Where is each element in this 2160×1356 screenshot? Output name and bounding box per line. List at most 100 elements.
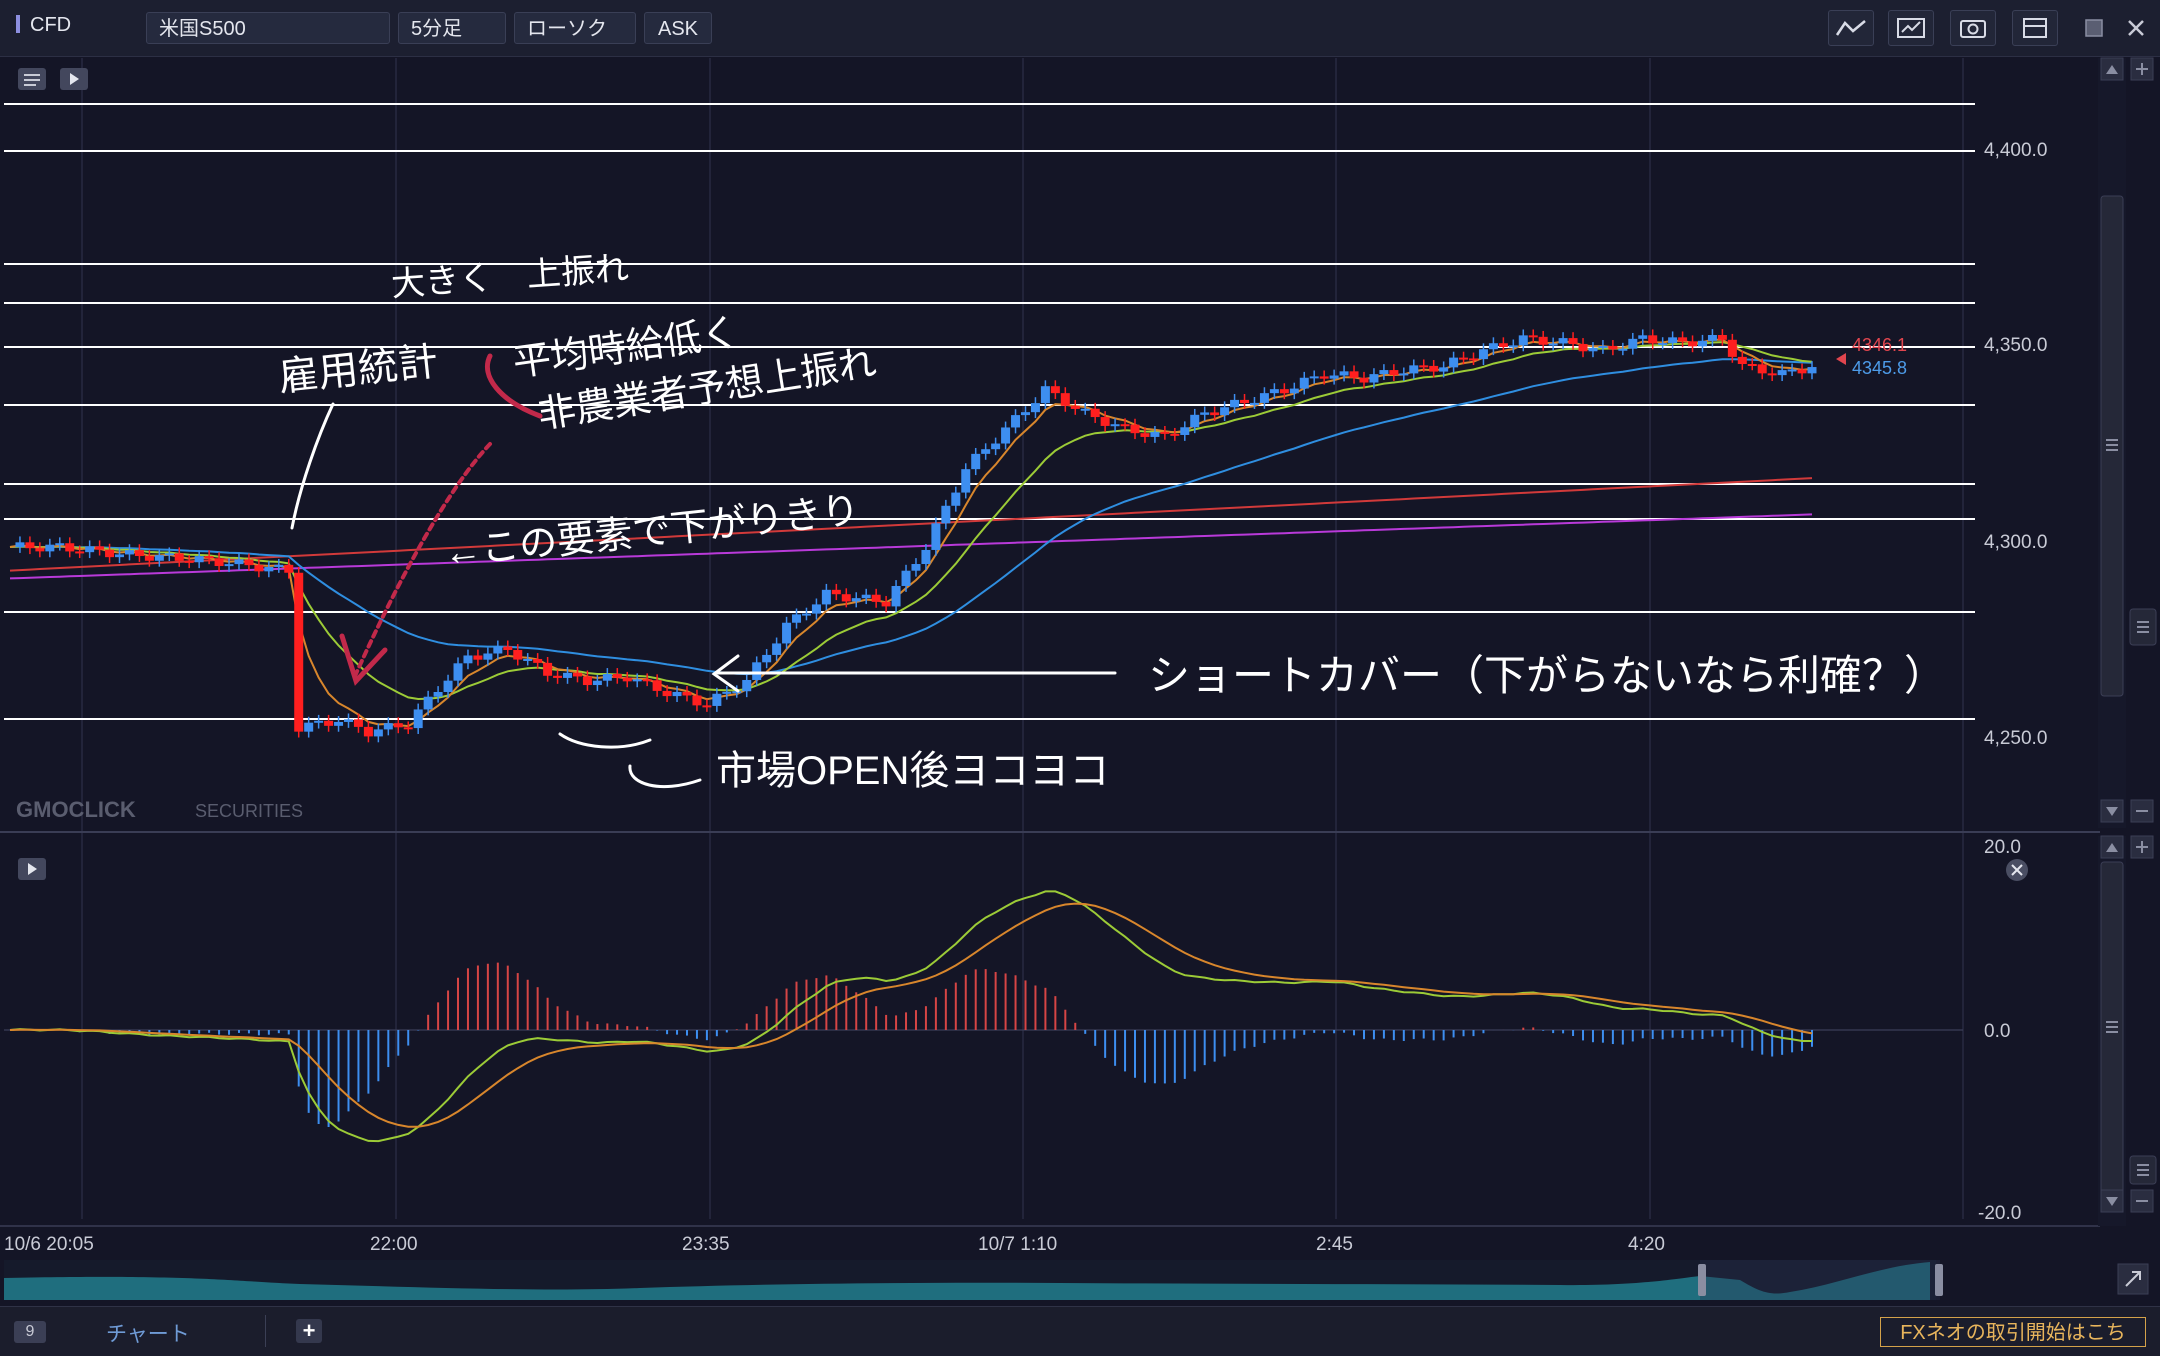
candlesticks bbox=[15, 329, 1817, 743]
expand-arrow-icon[interactable] bbox=[60, 68, 88, 90]
maximize-icon[interactable] bbox=[2082, 16, 2106, 40]
candle-body bbox=[871, 594, 881, 602]
candle-body bbox=[25, 542, 35, 549]
fit-screen-icon[interactable] bbox=[2117, 1263, 2149, 1295]
candle-body bbox=[881, 601, 891, 607]
candle-body bbox=[264, 566, 274, 572]
candle-body bbox=[1140, 433, 1150, 437]
candle-body bbox=[1289, 388, 1299, 394]
candle-body bbox=[662, 690, 672, 697]
candle-body bbox=[1249, 402, 1259, 405]
time-label: 10/6 20:05 bbox=[4, 1234, 94, 1255]
promo-link[interactable]: FXネオの取引開始はこち bbox=[1880, 1317, 2146, 1347]
candle-body bbox=[1120, 424, 1130, 427]
candle-body bbox=[1279, 389, 1289, 394]
candle-body bbox=[184, 560, 194, 563]
time-label: 22:00 bbox=[370, 1234, 418, 1255]
candle-body bbox=[1379, 370, 1389, 375]
legend-toggle-icon[interactable] bbox=[18, 68, 46, 90]
candle-body bbox=[523, 658, 533, 661]
candle-body bbox=[1727, 339, 1737, 357]
candle-body bbox=[1767, 373, 1777, 376]
candle-body bbox=[1359, 377, 1369, 383]
indicator-icon[interactable] bbox=[1828, 10, 1874, 46]
candle-body bbox=[214, 558, 224, 567]
timeframe-select[interactable]: 5分足 bbox=[398, 12, 506, 44]
candle-body bbox=[543, 662, 553, 676]
candle-body bbox=[722, 691, 732, 694]
candle-body bbox=[732, 691, 742, 694]
ma-300-line bbox=[9, 513, 1813, 580]
candle-body bbox=[941, 505, 951, 524]
oscillator-panel bbox=[9, 890, 1813, 1143]
candle-body bbox=[1449, 357, 1459, 368]
candle-body bbox=[1498, 343, 1508, 347]
indicator-scrollbar[interactable] bbox=[2098, 835, 2157, 1226]
candle-body bbox=[174, 553, 184, 561]
candle-body bbox=[1787, 369, 1797, 372]
add-tab-button[interactable]: + bbox=[296, 1319, 322, 1343]
chart-type-select[interactable]: ローソク bbox=[514, 12, 636, 44]
candle-body bbox=[1638, 335, 1648, 339]
candle-body bbox=[762, 654, 772, 663]
candle-body bbox=[1339, 371, 1349, 376]
indicator-label: 20.0 bbox=[1984, 837, 2021, 858]
candle-body bbox=[1399, 373, 1409, 376]
candle-body bbox=[901, 570, 911, 586]
candle-body bbox=[65, 543, 75, 552]
candle-body bbox=[642, 679, 652, 682]
indicator-expand-icon[interactable] bbox=[18, 858, 46, 880]
tab-separator bbox=[265, 1315, 266, 1347]
candle-body bbox=[463, 655, 473, 664]
candle-body bbox=[821, 589, 831, 605]
candle-body bbox=[891, 585, 901, 607]
tab-chart[interactable]: チャート bbox=[106, 1323, 190, 1346]
symbol-select[interactable]: 米国S500 bbox=[146, 12, 390, 44]
ma-long-line bbox=[9, 358, 1813, 676]
chart-toolbar: CFD 米国S500 5分足 ローソク ASK bbox=[0, 0, 2160, 57]
ma-short-line bbox=[9, 338, 1813, 728]
candle-body bbox=[1240, 399, 1250, 404]
candle-body bbox=[1747, 363, 1757, 366]
camera-icon[interactable] bbox=[1950, 10, 1996, 46]
indicator-close-icon[interactable] bbox=[2006, 859, 2028, 881]
price-zoom-controls[interactable] bbox=[2129, 57, 2157, 823]
candle-body bbox=[612, 673, 622, 678]
candle-body bbox=[1220, 407, 1230, 416]
candle-body bbox=[1419, 365, 1429, 368]
last-price-red: 4346.1 bbox=[1852, 335, 1907, 355]
candle-body bbox=[572, 672, 582, 677]
drawing-tools-icon[interactable] bbox=[1888, 10, 1934, 46]
candle-body bbox=[1429, 365, 1439, 372]
candle-body bbox=[1568, 338, 1578, 344]
candle-body bbox=[1210, 412, 1220, 416]
candle-body bbox=[921, 549, 931, 565]
annotation-employment: 雇用統計 bbox=[276, 339, 440, 399]
candle-body bbox=[334, 721, 344, 726]
candle-body bbox=[782, 622, 792, 644]
candle-body bbox=[473, 655, 483, 660]
candle-body bbox=[413, 709, 423, 729]
candle-body bbox=[1797, 369, 1807, 374]
chart-area: GMOCLICK SECURITIES 4,400.0 4,350.0 4,30… bbox=[0, 56, 2160, 1306]
candle-body bbox=[1757, 364, 1767, 374]
candle-body bbox=[1269, 389, 1279, 394]
window-layout-icon[interactable] bbox=[2012, 10, 2058, 46]
candle-body bbox=[1548, 343, 1558, 346]
overview-navigator[interactable] bbox=[4, 1260, 1943, 1300]
candle-body bbox=[1608, 345, 1618, 350]
candle-body bbox=[244, 559, 254, 566]
market-text: CFD bbox=[30, 14, 72, 36]
candle-body bbox=[1409, 365, 1419, 374]
price-scrollbar[interactable] bbox=[2098, 57, 2126, 828]
candle-body bbox=[1598, 345, 1608, 348]
candle-body bbox=[1070, 405, 1080, 409]
price-side-select[interactable]: ASK bbox=[644, 12, 712, 44]
close-window-icon[interactable] bbox=[2124, 16, 2148, 40]
candle-body bbox=[1697, 340, 1707, 347]
candle-body bbox=[134, 550, 144, 557]
candle-body bbox=[393, 723, 403, 728]
annotation-short-cover: ショートカバー（下がらないなら利確？） bbox=[1148, 652, 1946, 699]
candle-body bbox=[682, 691, 692, 696]
annotation-market-open: 市場OPEN後ヨコヨコ bbox=[716, 749, 1109, 793]
